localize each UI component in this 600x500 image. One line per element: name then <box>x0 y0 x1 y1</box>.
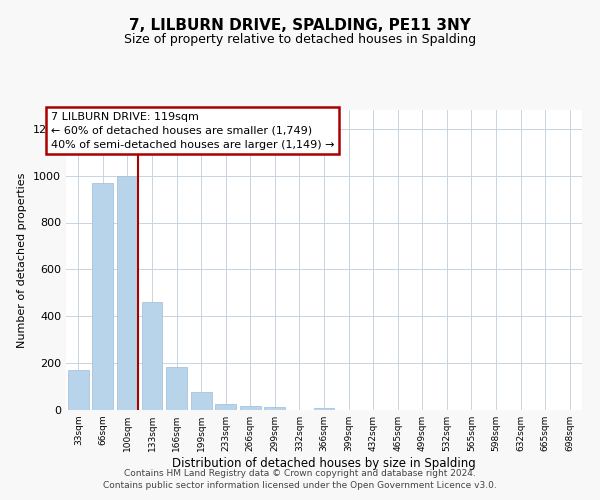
Bar <box>142 302 163 410</box>
Text: Contains HM Land Registry data © Crown copyright and database right 2024.: Contains HM Land Registry data © Crown c… <box>124 468 476 477</box>
Bar <box>191 392 212 410</box>
Bar <box>240 406 261 410</box>
Y-axis label: Number of detached properties: Number of detached properties <box>17 172 28 348</box>
Text: 7, LILBURN DRIVE, SPALDING, PE11 3NY: 7, LILBURN DRIVE, SPALDING, PE11 3NY <box>129 18 471 32</box>
Bar <box>314 408 334 410</box>
Bar <box>166 366 187 410</box>
Text: Contains public sector information licensed under the Open Government Licence v3: Contains public sector information licen… <box>103 481 497 490</box>
Bar <box>265 407 286 410</box>
Bar <box>215 404 236 410</box>
Bar <box>68 370 89 410</box>
Text: Size of property relative to detached houses in Spalding: Size of property relative to detached ho… <box>124 32 476 46</box>
Bar <box>117 176 138 410</box>
Bar <box>92 182 113 410</box>
X-axis label: Distribution of detached houses by size in Spalding: Distribution of detached houses by size … <box>172 457 476 470</box>
Text: 7 LILBURN DRIVE: 119sqm
← 60% of detached houses are smaller (1,749)
40% of semi: 7 LILBURN DRIVE: 119sqm ← 60% of detache… <box>50 112 334 150</box>
